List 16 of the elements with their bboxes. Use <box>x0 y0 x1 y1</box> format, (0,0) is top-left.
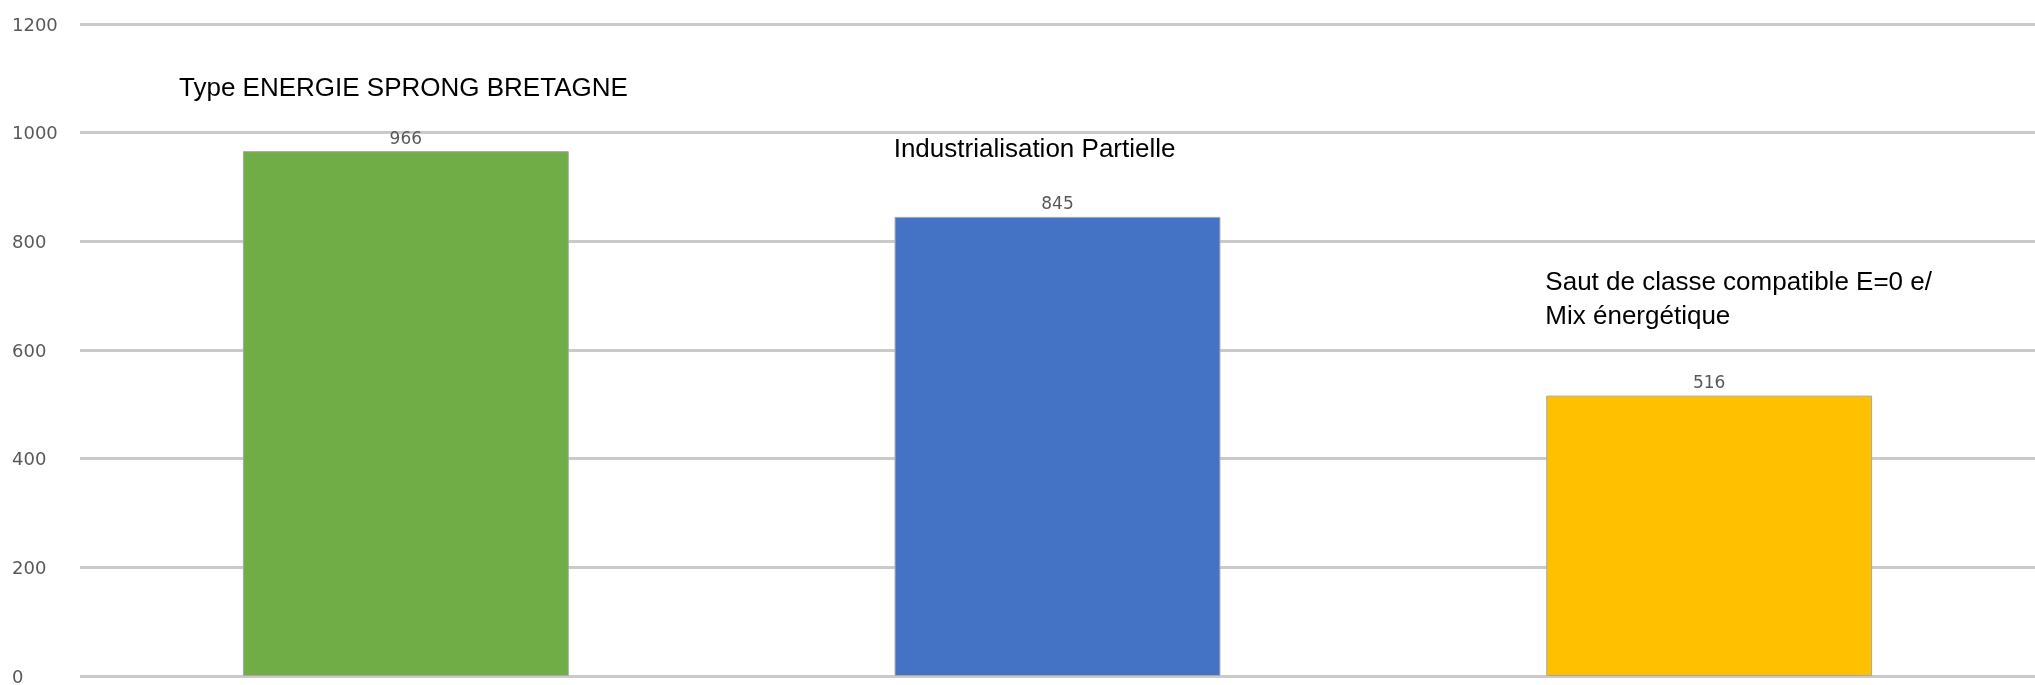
y-tick-label: 200 <box>12 556 47 578</box>
bar <box>894 216 1221 676</box>
y-tick-label: 600 <box>12 339 47 361</box>
y-tick-label: 800 <box>12 230 47 252</box>
y-tick-label: 0 <box>12 665 24 685</box>
data-label: 516 <box>1692 372 1726 393</box>
annotation: Type ENERGIE SPRONG BRETAGNE <box>179 72 628 102</box>
y-tick-label: 1000 <box>12 122 58 144</box>
data-label: 845 <box>1041 193 1074 214</box>
annotation: Saut de classe compatible E=0 e/ Mix énergétique <box>1545 266 1940 330</box>
data-label: 966 <box>389 127 423 148</box>
y-tick-label: 1200 <box>12 13 58 35</box>
bar <box>242 151 569 676</box>
y-tick-label: 400 <box>12 448 47 470</box>
bar <box>1546 395 1873 676</box>
annotation: Industrialisation Partielle <box>893 133 1176 163</box>
